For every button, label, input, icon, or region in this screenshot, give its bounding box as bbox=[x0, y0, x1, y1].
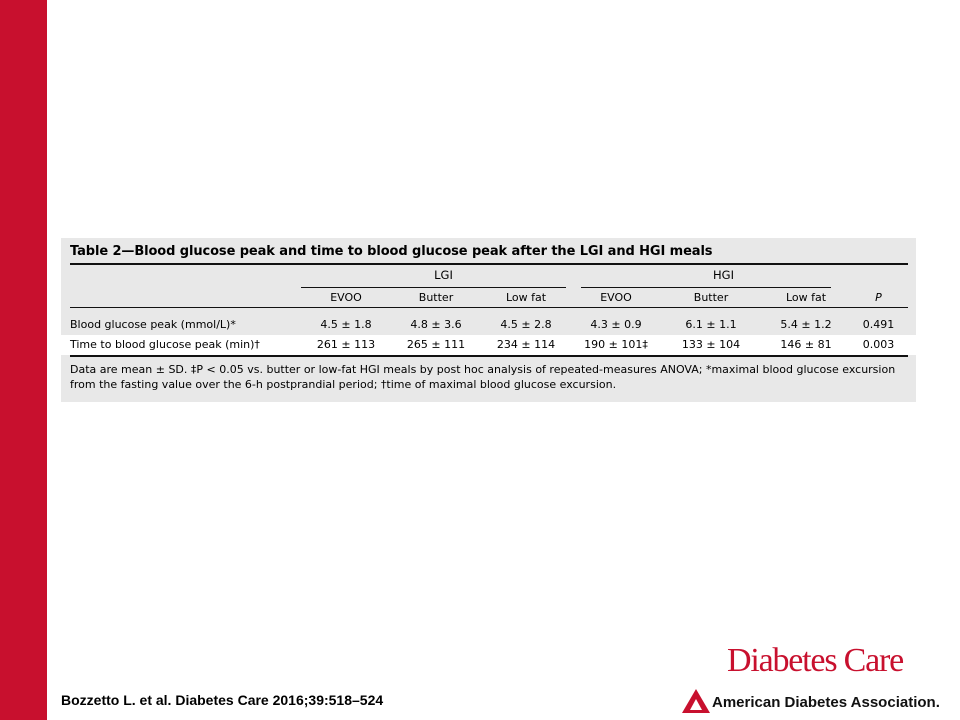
group-header-hgi: HGI bbox=[713, 268, 734, 282]
table-footnote: Data are mean ± SD. ‡P < 0.05 vs. butter… bbox=[70, 363, 896, 391]
column-header-hgi-butter: Butter bbox=[693, 291, 729, 304]
accent-sidebar-bar bbox=[0, 0, 47, 720]
table-cell: 4.5 ± 1.8 bbox=[320, 318, 372, 331]
table-cell: 146 ± 81 bbox=[780, 338, 832, 351]
table-cell: 5.4 ± 1.2 bbox=[780, 318, 832, 331]
table-cell: 190 ± 101‡ bbox=[584, 338, 648, 351]
column-header-lgi-low-fat: Low fat bbox=[505, 291, 547, 304]
hgi-span-rule bbox=[581, 287, 831, 288]
table-row-band bbox=[61, 335, 916, 355]
row-label-glucose-peak: Blood glucose peak (mmol/L)* bbox=[70, 318, 236, 331]
ada-triangle-icon bbox=[682, 689, 710, 713]
citation: Bozzetto L. et al. Diabetes Care 2016;39… bbox=[61, 692, 384, 708]
data-table: Table 2—Blood glucose peak and time to b… bbox=[61, 238, 916, 402]
table-cell: 133 ± 104 bbox=[681, 338, 741, 351]
table-title: Table 2—Blood glucose peak and time to b… bbox=[70, 244, 713, 259]
header-bottom-rule bbox=[70, 307, 908, 308]
column-header-lgi-evoo: EVOO bbox=[330, 291, 362, 304]
group-header-lgi: LGI bbox=[434, 268, 453, 282]
table-top-rule bbox=[70, 263, 908, 265]
table-cell: 261 ± 113 bbox=[316, 338, 376, 351]
table-cell: 265 ± 111 bbox=[406, 338, 466, 351]
table-bottom-rule bbox=[70, 355, 908, 357]
lgi-span-rule bbox=[301, 287, 566, 288]
journal-logo: Diabetes Care bbox=[727, 642, 904, 679]
table-cell: 4.5 ± 2.8 bbox=[500, 318, 552, 331]
table-cell: 234 ± 114 bbox=[496, 338, 556, 351]
association-name: American Diabetes Association. bbox=[712, 694, 940, 711]
table-cell: 4.8 ± 3.6 bbox=[410, 318, 462, 331]
column-header-p-value: P bbox=[875, 291, 882, 304]
row-label-time-to-peak: Time to blood glucose peak (min)† bbox=[70, 338, 260, 351]
column-header-lgi-butter: Butter bbox=[418, 291, 454, 304]
table-cell: 6.1 ± 1.1 bbox=[685, 318, 737, 331]
column-header-hgi-low-fat: Low fat bbox=[785, 291, 827, 304]
table-cell: 0.003 bbox=[862, 338, 895, 351]
table-cell: 0.491 bbox=[862, 318, 895, 331]
column-header-hgi-evoo: EVOO bbox=[600, 291, 632, 304]
table-cell: 4.3 ± 0.9 bbox=[590, 318, 642, 331]
